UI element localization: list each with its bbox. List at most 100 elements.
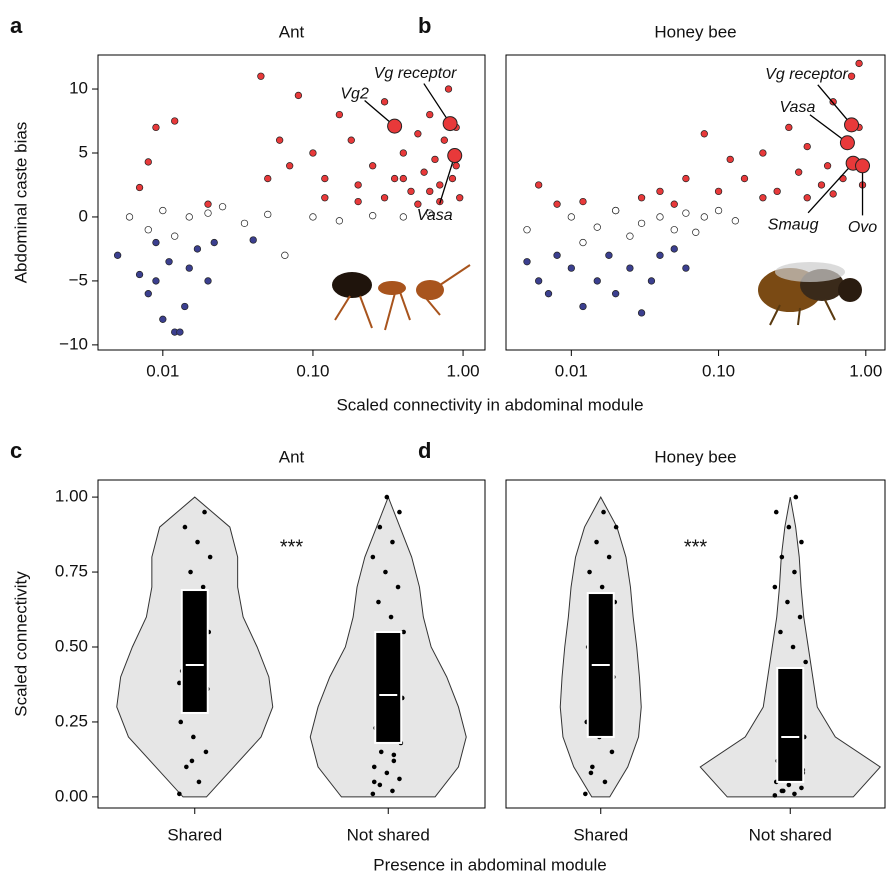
point bbox=[715, 188, 722, 195]
panel-title: Ant bbox=[279, 22, 305, 41]
jitter-point bbox=[610, 750, 615, 755]
point bbox=[426, 111, 433, 118]
point bbox=[638, 310, 645, 317]
y-tick-label: 1.00 bbox=[55, 487, 88, 506]
point bbox=[421, 169, 428, 176]
point bbox=[804, 194, 811, 201]
point bbox=[804, 143, 811, 150]
highlight-point bbox=[443, 117, 457, 131]
jitter-point bbox=[178, 720, 183, 725]
highlight-point bbox=[448, 149, 462, 163]
point bbox=[568, 214, 575, 221]
point bbox=[126, 214, 133, 221]
y-tick-label: −5 bbox=[69, 270, 88, 289]
jitter-point bbox=[590, 765, 595, 770]
point bbox=[264, 211, 271, 218]
point bbox=[638, 194, 645, 201]
panel-title: Honey bee bbox=[654, 22, 736, 41]
point bbox=[336, 111, 343, 118]
annotation-arrow bbox=[808, 163, 853, 213]
point bbox=[830, 191, 837, 198]
highlight-point bbox=[388, 119, 402, 133]
x-tick-label: Not shared bbox=[347, 825, 430, 844]
x-tick-label: 0.01 bbox=[555, 361, 588, 380]
x-tick-label: 0.10 bbox=[296, 361, 329, 380]
point bbox=[824, 162, 831, 169]
point bbox=[400, 175, 407, 182]
point bbox=[648, 278, 655, 285]
jitter-point bbox=[791, 645, 796, 650]
jitter-point bbox=[183, 525, 188, 530]
jitter-point bbox=[177, 792, 182, 797]
highlight-point bbox=[856, 159, 870, 173]
point bbox=[818, 182, 825, 189]
jitter-point bbox=[378, 783, 383, 788]
point bbox=[449, 175, 456, 182]
point bbox=[727, 156, 734, 163]
annotation: Vg receptor bbox=[374, 65, 457, 82]
point bbox=[348, 137, 355, 144]
point bbox=[336, 217, 343, 224]
jitter-point bbox=[378, 525, 383, 530]
point bbox=[856, 60, 863, 67]
point bbox=[701, 214, 708, 221]
box bbox=[375, 632, 401, 743]
jitter-point bbox=[371, 792, 376, 797]
panel-letter: b bbox=[418, 13, 431, 38]
y-axis-label: Scaled connectivity bbox=[11, 571, 30, 717]
point bbox=[186, 265, 193, 272]
jitter-point bbox=[389, 615, 394, 620]
annotation: Smaug bbox=[768, 216, 819, 233]
point bbox=[657, 188, 664, 195]
jitter-point bbox=[385, 495, 390, 500]
annotation: Vasa bbox=[779, 99, 815, 116]
significance: *** bbox=[684, 536, 708, 558]
point bbox=[683, 175, 690, 182]
highlight-point bbox=[840, 136, 854, 150]
point bbox=[145, 290, 152, 297]
point bbox=[310, 214, 317, 221]
jitter-point bbox=[780, 555, 785, 560]
point bbox=[145, 159, 152, 166]
y-tick-label: 0.00 bbox=[55, 786, 88, 805]
jitter-point bbox=[397, 777, 402, 782]
jitter-point bbox=[376, 600, 381, 605]
point bbox=[381, 194, 388, 201]
x-axis-label: Scaled connectivity in abdominal module bbox=[336, 395, 643, 414]
jitter-point bbox=[778, 630, 783, 635]
x-tick-label: Shared bbox=[167, 825, 222, 844]
jitter-point bbox=[794, 495, 799, 500]
point bbox=[580, 239, 587, 246]
point bbox=[594, 224, 601, 231]
jitter-point bbox=[781, 789, 786, 794]
jitter-point bbox=[803, 660, 808, 665]
jitter-point bbox=[392, 759, 397, 764]
point bbox=[205, 210, 212, 217]
jitter-point bbox=[188, 570, 193, 575]
jitter-point bbox=[787, 783, 792, 788]
jitter-point bbox=[195, 540, 200, 545]
box bbox=[182, 590, 208, 713]
y-tick-label: 0.50 bbox=[55, 636, 88, 655]
jitter-point bbox=[798, 615, 803, 620]
point bbox=[671, 226, 678, 233]
point bbox=[795, 169, 802, 176]
point bbox=[692, 229, 699, 236]
point bbox=[445, 86, 452, 93]
jitter-point bbox=[799, 786, 804, 791]
point bbox=[535, 278, 542, 285]
point bbox=[657, 252, 664, 259]
jitter-point bbox=[383, 570, 388, 575]
box bbox=[777, 668, 803, 782]
point bbox=[715, 207, 722, 214]
jitter-point bbox=[792, 792, 797, 797]
jitter-point bbox=[197, 780, 202, 785]
point bbox=[391, 175, 398, 182]
annotation-arrow bbox=[818, 85, 852, 125]
y-tick-label: −10 bbox=[59, 334, 88, 353]
jitter-point bbox=[385, 771, 390, 776]
plot-frame bbox=[98, 55, 485, 350]
point bbox=[145, 226, 152, 233]
point bbox=[322, 175, 329, 182]
point bbox=[310, 150, 317, 157]
